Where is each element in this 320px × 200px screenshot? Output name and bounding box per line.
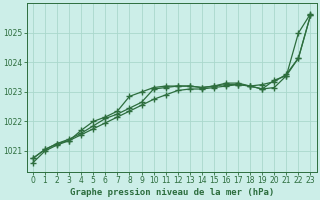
X-axis label: Graphe pression niveau de la mer (hPa): Graphe pression niveau de la mer (hPa) [69, 188, 274, 197]
